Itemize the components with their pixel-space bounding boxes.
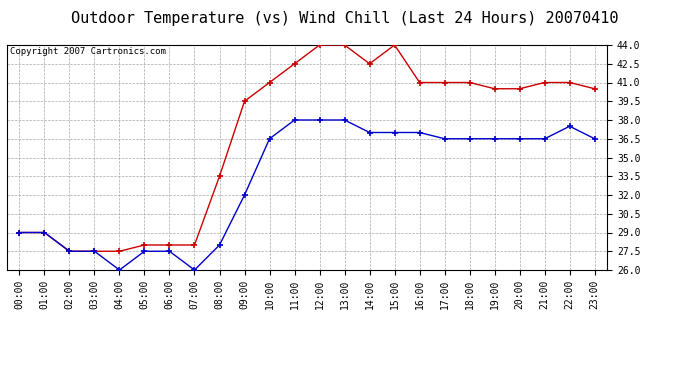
Text: Copyright 2007 Cartronics.com: Copyright 2007 Cartronics.com (10, 47, 166, 56)
Text: Outdoor Temperature (vs) Wind Chill (Last 24 Hours) 20070410: Outdoor Temperature (vs) Wind Chill (Las… (71, 11, 619, 26)
